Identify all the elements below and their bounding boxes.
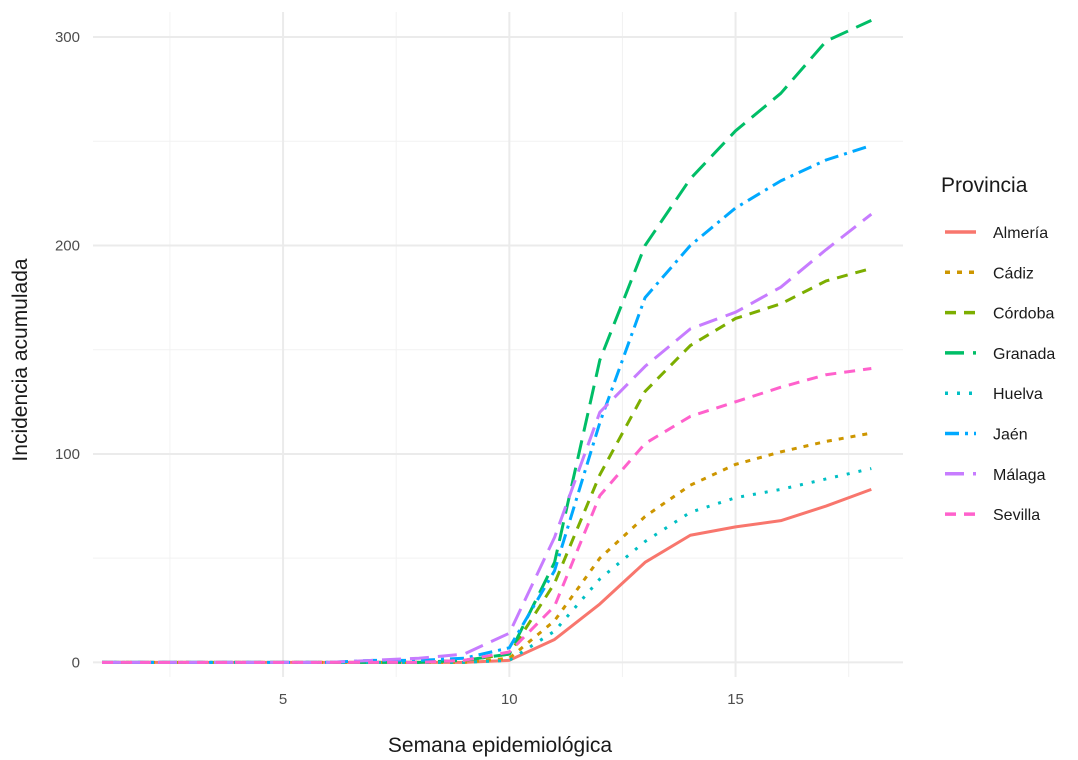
y-tick-label: 0 (72, 654, 80, 671)
legend-title: Provincia (941, 174, 1028, 197)
legend-label: Cádiz (993, 265, 1034, 282)
y-axis-title: Incidencia acumulada (9, 258, 32, 461)
y-tick-label: 100 (55, 446, 80, 463)
x-axis-ticks: 5 10 15 (279, 691, 744, 708)
legend-items: Almería Cádiz Córdoba Granada Huelva Jaén Mála… (945, 225, 1055, 524)
x-tick-label: 10 (501, 691, 518, 708)
series-line (102, 467, 872, 664)
y-tick-label: 200 (55, 237, 80, 254)
legend-label: Huelva (993, 386, 1043, 403)
series-line (102, 18, 872, 664)
legend-label: Córdoba (993, 306, 1054, 323)
legend-label: Granada (993, 346, 1055, 363)
major-gridlines (93, 12, 903, 677)
series-line (102, 366, 872, 664)
legend-label: Jaén (993, 427, 1028, 444)
series-line (102, 487, 872, 664)
series-line (102, 213, 873, 664)
x-axis-title: Semana epidemiológica (388, 734, 612, 757)
series-lines (102, 18, 873, 664)
legend-label: Sevilla (993, 507, 1040, 524)
y-axis-ticks: 0 100 200 300 (55, 29, 80, 671)
x-tick-label: 5 (279, 691, 287, 708)
legend: Provincia Almería Cádiz Córdoba Granada Huel… (941, 174, 1055, 524)
x-tick-label: 15 (727, 691, 744, 708)
series-line (102, 266, 872, 664)
series-line (102, 143, 872, 664)
minor-gridlines (93, 12, 903, 677)
series-line (102, 431, 872, 664)
legend-label: Málaga (993, 467, 1046, 484)
y-tick-label: 300 (55, 29, 80, 46)
legend-label: Almería (993, 225, 1048, 242)
